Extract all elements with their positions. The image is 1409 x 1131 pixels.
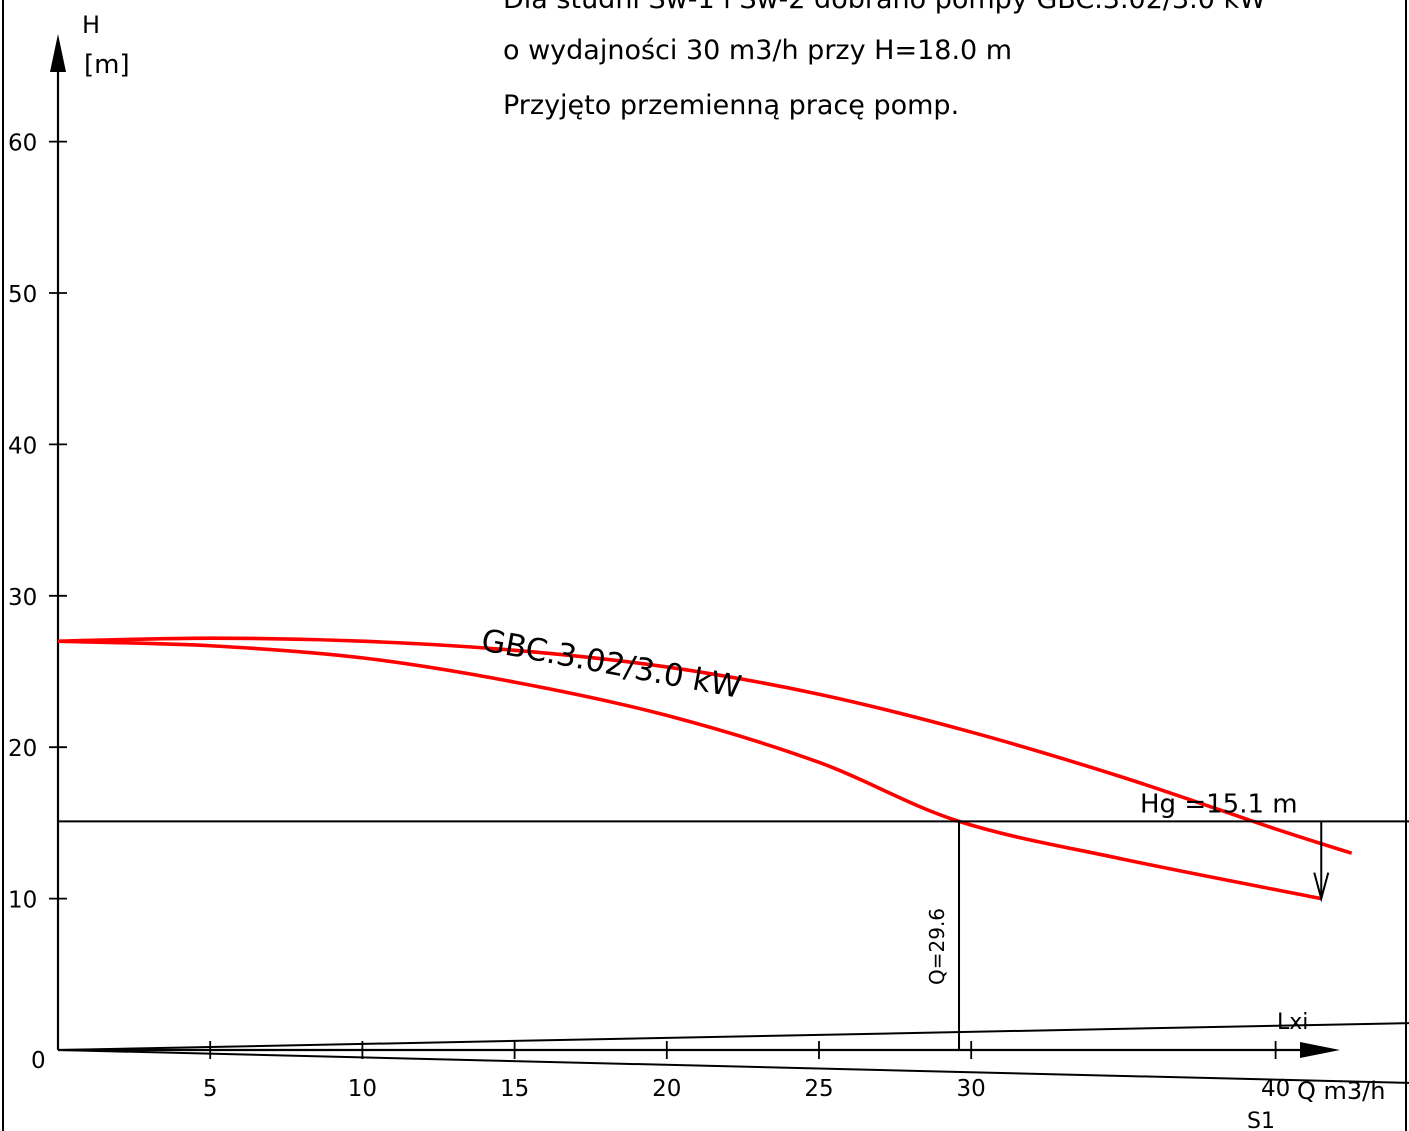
s1-label: S1 — [1247, 1109, 1275, 1131]
x-tick-label-5: 30 — [957, 1076, 986, 1102]
y-tick-label-2: 30 — [8, 585, 37, 611]
q-label: Q=29.6 — [925, 908, 949, 985]
annotations: Hg =15.1 m Q=29.6 — [58, 789, 1409, 1050]
series-line-1 — [57, 639, 1322, 901]
x-axis-arrowhead — [1300, 1042, 1340, 1058]
y-axis-arrowhead — [50, 34, 66, 72]
y-axis-unit: [m] — [84, 50, 130, 80]
lxi-label: Lxi — [1277, 1010, 1308, 1035]
y-tick-label-0: 10 — [8, 888, 37, 914]
pump-curve-label: GBC.3.02/3.0 kW — [479, 622, 745, 705]
y-tick-label-4: 50 — [8, 282, 37, 308]
origin-label: 0 — [31, 1048, 46, 1074]
x-tick-label-1: 10 — [348, 1076, 377, 1102]
series-line-2 — [57, 1022, 1409, 1051]
notes-block: Dla studni Sw-1 i Sw-2 dobrano pompy GBC… — [503, 0, 1266, 121]
note-line-1: Dla studni Sw-1 i Sw-2 dobrano pompy GBC… — [503, 0, 1266, 15]
y-axis-title: H — [82, 11, 100, 39]
series-group: GBC.3.02/3.0 kW Lxi S1 — [57, 622, 1409, 1131]
note-line-3: Przyjęto przemienną pracę pomp. — [503, 90, 959, 121]
x-tick-label-4: 25 — [804, 1076, 833, 1102]
x-tick-label-3: 20 — [652, 1076, 681, 1102]
x-tick-label-2: 15 — [500, 1076, 529, 1102]
series-line-0 — [57, 636, 1353, 855]
y-tick-label-1: 20 — [8, 736, 37, 762]
hg-label: Hg =15.1 m — [1140, 789, 1298, 819]
series-line-3 — [57, 1049, 1409, 1084]
y-tick-label-3: 40 — [8, 433, 37, 459]
x-tick-label-0: 5 — [203, 1076, 218, 1102]
note-line-2: o wydajności 30 m3/h przy H=18.0 m — [503, 35, 1012, 66]
axis-ticks: 510152025304050102030405060 — [8, 131, 1290, 1102]
y-tick-label-5: 60 — [8, 131, 37, 157]
reduction-arrowhead — [1313, 872, 1330, 903]
